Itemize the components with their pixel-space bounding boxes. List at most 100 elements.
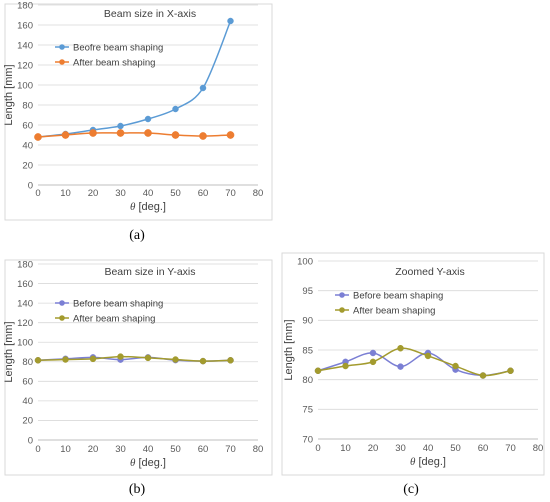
data-point <box>479 372 487 379</box>
legend-entry: Before beam shaping <box>335 290 443 301</box>
data-point <box>227 17 234 25</box>
y-tick-label: 95 <box>302 286 313 297</box>
x-tick-label: 70 <box>225 444 236 455</box>
x-axis-unit: [deg.] <box>415 456 446 468</box>
data-point <box>199 132 207 140</box>
data-point <box>117 353 124 360</box>
x-axis-unit: [deg.] <box>135 201 166 213</box>
x-tick-label: 80 <box>253 188 264 199</box>
data-point <box>61 131 70 139</box>
y-tick-label: 20 <box>22 416 33 427</box>
y-tick-label: 120 <box>17 318 33 329</box>
legend-label: After beam shaping <box>73 313 155 324</box>
y-tick-label: 180 <box>17 259 33 270</box>
y-tick-label: 80 <box>22 100 33 111</box>
legend-entry: After beam shaping <box>335 305 435 316</box>
x-tick-label: 50 <box>450 443 461 454</box>
data-point <box>172 105 179 113</box>
legend-marker <box>59 300 65 306</box>
x-tick-label: 50 <box>170 188 181 199</box>
data-point <box>397 344 404 352</box>
x-tick-label: 80 <box>253 444 264 455</box>
y-tick-label: 20 <box>22 160 33 171</box>
y-axis-title: Length [mm] <box>3 64 15 125</box>
data-point <box>144 129 152 137</box>
legend-entry: After beam shaping <box>55 313 155 324</box>
x-tick-label: 40 <box>143 188 154 199</box>
x-axis-unit: [deg.] <box>135 457 166 469</box>
legend-label: Beofre beam shaping <box>73 42 163 53</box>
data-point <box>117 122 124 130</box>
x-tick-label: 80 <box>533 443 544 454</box>
data-point <box>369 349 377 357</box>
x-tick-label: 40 <box>423 443 434 454</box>
y-tick-label: 100 <box>17 338 33 349</box>
y-tick-label: 0 <box>28 435 33 446</box>
x-tick-label: 10 <box>60 444 71 455</box>
y-tick-label: 40 <box>22 396 33 407</box>
x-tick-label: 30 <box>115 444 126 455</box>
x-axis-title: θ [deg.] <box>410 456 446 468</box>
data-point <box>34 357 42 364</box>
legend-marker <box>339 307 345 313</box>
chart-title: Zoomed Y-axis <box>395 266 464 278</box>
data-point <box>34 133 42 141</box>
data-point <box>227 357 234 364</box>
data-point <box>116 129 125 137</box>
data-point <box>62 356 69 363</box>
x-tick-label: 30 <box>115 188 126 199</box>
y-tick-label: 160 <box>17 279 33 290</box>
legend-entry: Beofre beam shaping <box>55 42 163 53</box>
y-axis-title: Length [mm] <box>283 319 295 380</box>
x-tick-label: 20 <box>88 188 99 199</box>
legend-marker <box>59 59 65 65</box>
x-tick-label: 20 <box>88 444 99 455</box>
data-point <box>314 367 322 375</box>
x-tick-label: 70 <box>225 188 236 199</box>
y-tick-label: 75 <box>302 405 313 416</box>
y-tick-label: 140 <box>17 298 33 309</box>
x-tick-label: 50 <box>170 444 181 455</box>
y-tick-label: 180 <box>17 0 33 11</box>
data-point <box>342 362 349 370</box>
chart-1: 0 20 40 60 80 100 120 140 160 180 0 10 20 30 40 50 60 70 8… <box>3 0 273 221</box>
legend-marker <box>339 292 345 298</box>
y-tick-label: 90 <box>302 316 313 327</box>
data-point <box>397 363 404 370</box>
x-tick-label: 20 <box>368 443 379 454</box>
y-tick-label: 0 <box>28 180 33 191</box>
legend-label: After beam shaping <box>73 57 155 68</box>
y-tick-label: 80 <box>302 375 313 386</box>
x-axis-title: θ [deg.] <box>130 457 166 469</box>
x-axis-symbol: θ <box>130 457 136 469</box>
y-tick-label: 70 <box>302 434 313 445</box>
x-tick-label: 60 <box>198 188 209 199</box>
legend-entry: Before beam shaping <box>55 298 163 309</box>
data-point <box>507 367 514 375</box>
x-tick-label: 40 <box>143 444 154 455</box>
x-tick-label: 0 <box>35 444 40 455</box>
x-tick-label: 10 <box>60 188 71 199</box>
chart-title: Beam size in X-axis <box>104 8 196 20</box>
legend-marker <box>59 44 65 50</box>
data-point <box>89 129 97 137</box>
y-tick-label: 80 <box>22 357 33 368</box>
legend-label: After beam shaping <box>353 305 435 316</box>
x-tick-label: 60 <box>198 444 209 455</box>
data-point <box>226 131 235 139</box>
x-tick-label: 60 <box>478 443 489 454</box>
data-point <box>172 356 179 363</box>
y-tick-label: 40 <box>22 140 33 151</box>
panel-label: (c) <box>403 482 419 497</box>
y-tick-label: 160 <box>17 20 33 31</box>
y-tick-label: 60 <box>22 377 33 388</box>
legend-marker <box>59 315 65 321</box>
panel-label: (b) <box>129 482 146 497</box>
x-axis-symbol: θ <box>130 201 136 213</box>
legend-entry: After beam shaping <box>55 57 155 68</box>
x-tick-label: 70 <box>505 443 516 454</box>
chart-frame <box>4 3 273 221</box>
y-axis-title: Length [mm] <box>3 321 15 382</box>
y-tick-label: 85 <box>302 345 313 356</box>
